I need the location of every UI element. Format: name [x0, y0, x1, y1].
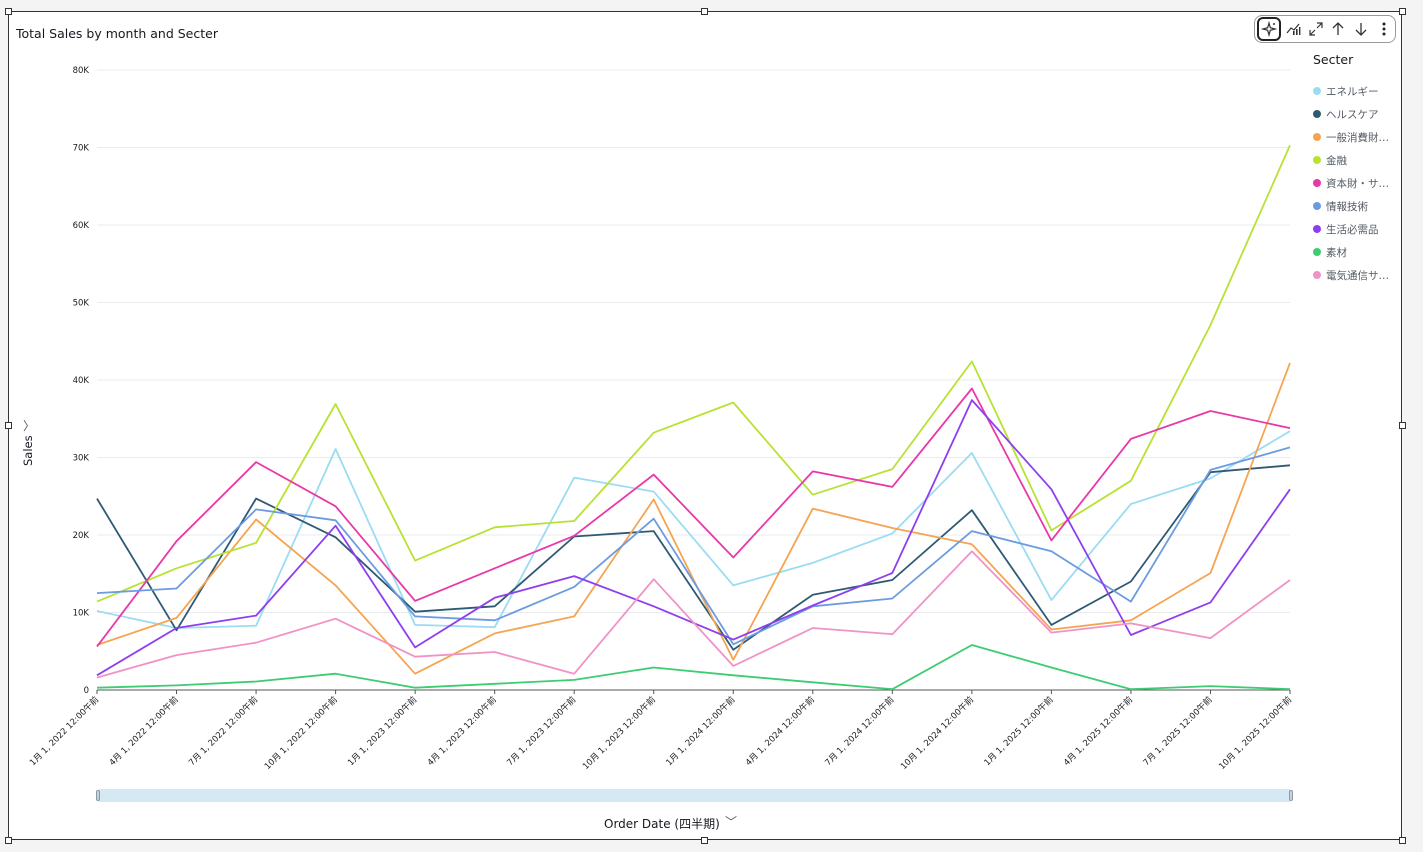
legend-item[interactable]: ヘルスケア [1313, 106, 1379, 122]
legend-swatch [1313, 179, 1321, 187]
legend-item[interactable]: 金融 [1313, 152, 1347, 168]
legend-swatch [1313, 271, 1321, 279]
legend-swatch [1313, 156, 1321, 164]
range-slider-start-handle[interactable] [96, 790, 100, 801]
legend-swatch [1313, 87, 1321, 95]
expand-icon[interactable] [1305, 18, 1327, 40]
legend-label: 素材 [1326, 246, 1347, 259]
legend-swatch [1313, 133, 1321, 141]
legend-item[interactable]: 電気通信サ… [1313, 267, 1389, 283]
legend-item[interactable]: 資本財・サ… [1313, 175, 1389, 191]
sparkle-insight-icon[interactable] [1257, 17, 1281, 41]
x-axis-label[interactable]: Order Date (四半期) [604, 817, 720, 831]
legend-label: 金融 [1326, 154, 1347, 167]
legend-title: Secter [1313, 52, 1354, 67]
legend-item[interactable]: 情報技術 [1313, 198, 1368, 214]
forecast-chart-icon[interactable] [1282, 18, 1304, 40]
legend-item[interactable]: 一般消費財… [1313, 129, 1389, 145]
legend-swatch [1313, 248, 1321, 256]
chevron-down-icon[interactable]: ﹀ [725, 815, 738, 829]
resize-handle-top[interactable] [701, 8, 708, 15]
resize-handle-bottom[interactable] [701, 837, 708, 844]
y-axis-label[interactable]: Sales [21, 435, 35, 466]
legend-label: 電気通信サ… [1326, 269, 1389, 282]
sort-descending-icon[interactable] [1350, 18, 1372, 40]
range-slider-end-handle[interactable] [1289, 790, 1293, 801]
visual-toolbar [1254, 15, 1396, 43]
legend-label: エネルギー [1326, 85, 1379, 98]
legend-label: 生活必需品 [1326, 223, 1379, 236]
legend-swatch [1313, 110, 1321, 118]
legend-swatch [1313, 225, 1321, 233]
visual-frame[interactable] [8, 11, 1402, 840]
legend-item[interactable]: 生活必需品 [1313, 221, 1379, 237]
resize-handle-top-right[interactable] [1399, 8, 1406, 15]
sort-ascending-icon[interactable] [1328, 18, 1350, 40]
legend-label: 一般消費財… [1326, 131, 1389, 144]
chart-title: Total Sales by month and Secter [16, 26, 218, 41]
resize-handle-left[interactable] [5, 422, 12, 429]
legend-swatch [1313, 202, 1321, 210]
resize-handle-top-left[interactable] [5, 8, 12, 15]
chevron-right-icon[interactable]: 〉 [23, 419, 36, 433]
resize-handle-right[interactable] [1399, 422, 1406, 429]
legend-label: ヘルスケア [1326, 108, 1379, 121]
resize-handle-bottom-left[interactable] [5, 837, 12, 844]
legend-label: 資本財・サ… [1326, 177, 1389, 190]
legend-item[interactable]: エネルギー [1313, 83, 1379, 99]
legend-label: 情報技術 [1326, 200, 1368, 213]
more-options-icon[interactable] [1373, 18, 1395, 40]
resize-handle-bottom-right[interactable] [1399, 837, 1406, 844]
range-slider[interactable] [96, 789, 1293, 802]
legend-item[interactable]: 素材 [1313, 244, 1347, 260]
